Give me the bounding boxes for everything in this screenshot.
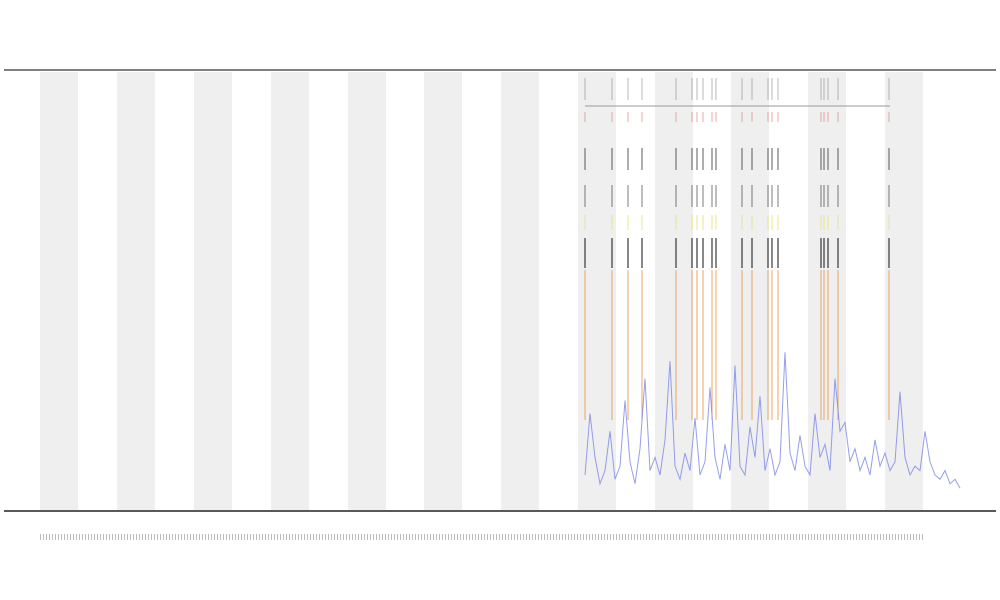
- stripe: [40, 72, 78, 510]
- stripe: [117, 72, 155, 510]
- traces: [584, 78, 890, 420]
- plot: [584, 352, 961, 489]
- stripe: [194, 72, 232, 510]
- stripes: [40, 72, 923, 510]
- stripe: [885, 72, 923, 510]
- stripe: [348, 72, 386, 510]
- stripe: [808, 72, 846, 510]
- stripe: [271, 72, 309, 510]
- line-series: [584, 352, 961, 489]
- stripe: [501, 72, 539, 510]
- stripe: [578, 72, 616, 510]
- stripe: [424, 72, 462, 510]
